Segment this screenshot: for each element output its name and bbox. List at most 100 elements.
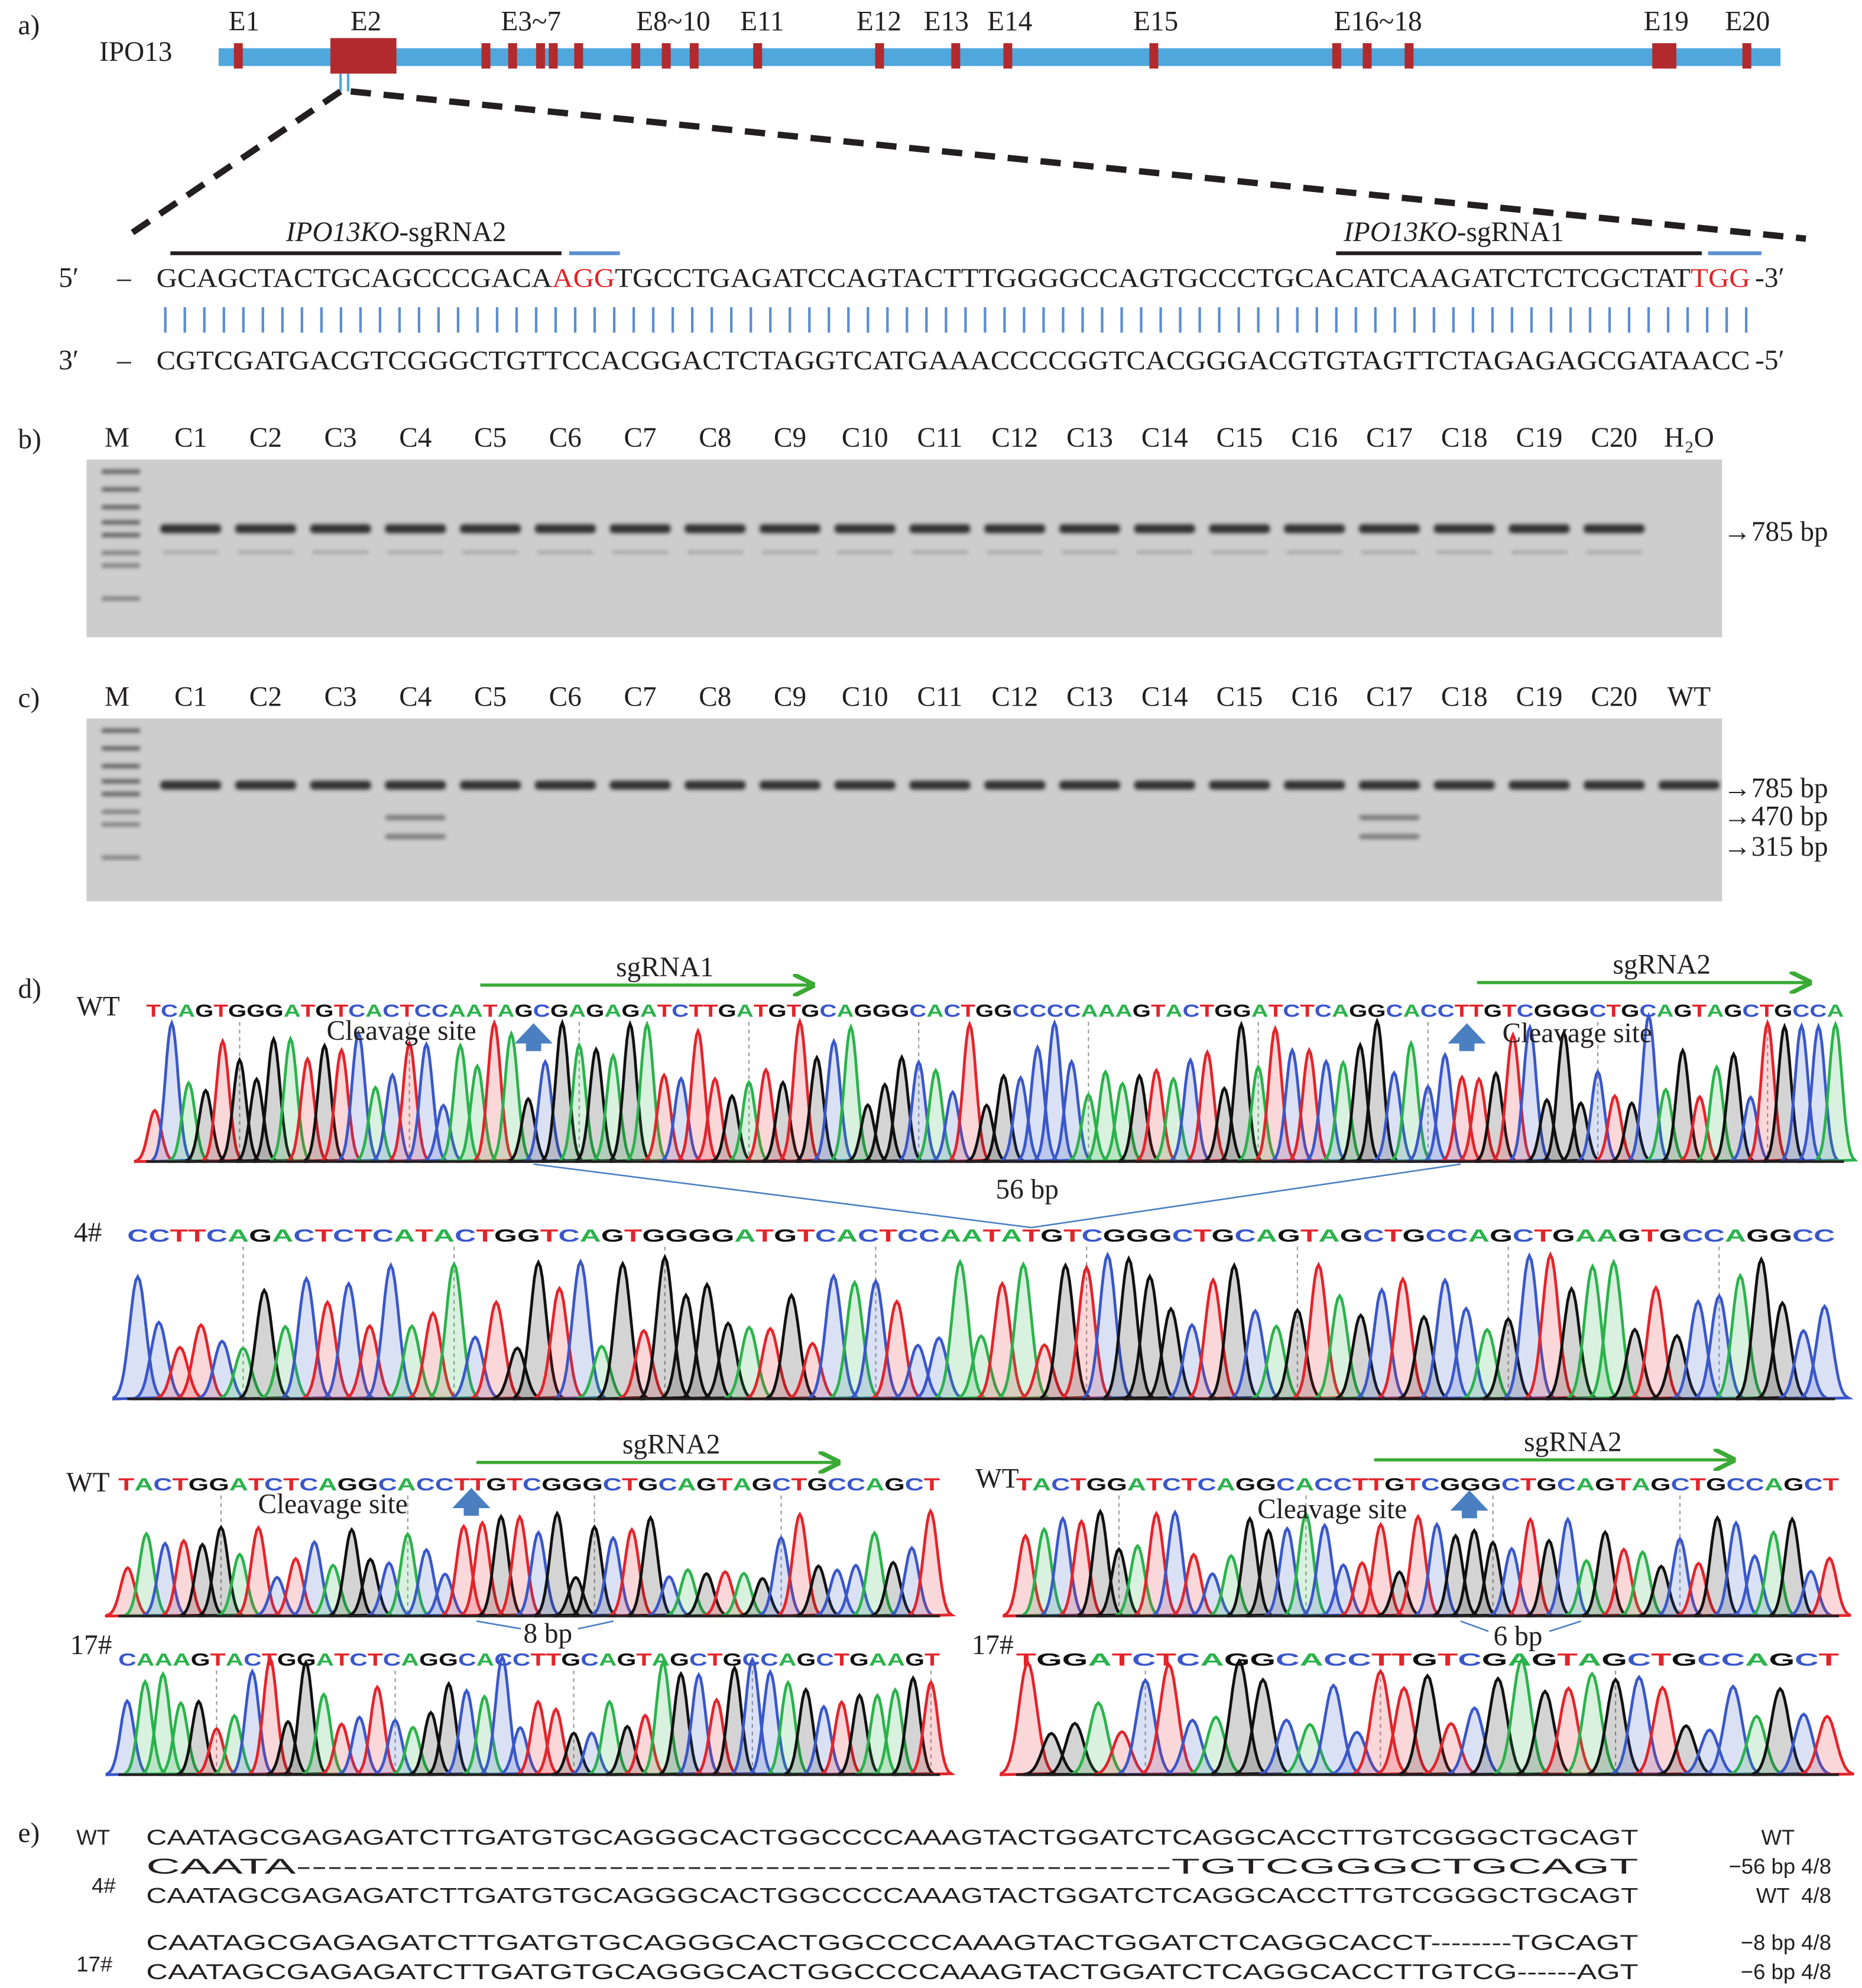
exon-block (1404, 43, 1414, 69)
trace-peak (1293, 1262, 1347, 1401)
pair-tick (1101, 307, 1104, 333)
exon-block (689, 43, 699, 69)
trace-peak (1136, 1067, 1181, 1163)
trace-peak (388, 1040, 433, 1163)
trace-peak (1747, 1019, 1790, 1164)
marker-band (102, 764, 140, 768)
strand-5prime: 5′ (59, 262, 79, 293)
trace-peak (1339, 1561, 1384, 1617)
pair-tick (1705, 307, 1709, 333)
trace-peak (766, 1680, 813, 1776)
trace-peak (1339, 1041, 1383, 1163)
pair-tick (1140, 307, 1143, 333)
sgrna1-bar (1336, 251, 1702, 255)
pair-tick (750, 307, 752, 333)
trace-peak (403, 1547, 449, 1618)
band-785bp (909, 524, 971, 534)
trace-peak (473, 1019, 517, 1164)
faint-band (762, 551, 818, 554)
trace-peak (855, 1693, 903, 1776)
deletion-bracket (476, 1620, 614, 1630)
trace-peak (1814, 1020, 1858, 1164)
trace-peak (409, 1710, 452, 1776)
lane-label: C7 (624, 423, 657, 453)
trace-peak (445, 1688, 492, 1776)
trace-peak (427, 1681, 474, 1776)
trace-peak (1657, 1724, 1714, 1776)
lane-label: C13 (1066, 423, 1113, 453)
lane-label: C16 (1291, 681, 1338, 712)
trace-peak (1271, 1047, 1316, 1163)
band-size-label: →315 bp (1723, 831, 1828, 862)
exon-label: E19 (1644, 7, 1689, 37)
trace-peak (202, 1037, 246, 1164)
trace-peak (1611, 1674, 1672, 1776)
lane-label: C8 (699, 423, 731, 453)
pair-tick (242, 307, 245, 333)
lane-label: C12 (991, 423, 1038, 453)
sgrna2-title: sgRNA2 (622, 1430, 720, 1460)
trace-peak (590, 1535, 635, 1618)
trace-peak (105, 1565, 150, 1617)
band-785bp (1284, 524, 1345, 534)
deletion-6bp: 6 bp (1494, 1621, 1543, 1652)
trace-peak (524, 1058, 569, 1163)
trace-peak (702, 1321, 753, 1401)
pair-tick (1647, 307, 1650, 333)
deletion-56bp: 56 bp (996, 1174, 1059, 1205)
trace-peak (441, 1524, 491, 1618)
trace-peak (212, 1713, 256, 1776)
trace-peak (219, 1057, 264, 1163)
trace-peak (1377, 1276, 1431, 1401)
pair-tick (1530, 307, 1533, 333)
trace-peak (366, 1561, 411, 1617)
trace-peak (303, 1042, 348, 1163)
lane-label: C16 (1291, 423, 1338, 453)
trace-peak (881, 1054, 925, 1163)
pair-tick (1237, 307, 1240, 333)
trace-peak (796, 1054, 841, 1163)
sgrna2-bar (170, 251, 562, 255)
trace-peak (141, 1671, 188, 1776)
trace-peak (1040, 1262, 1094, 1401)
trace-peak (784, 1687, 831, 1776)
faint-band (1361, 551, 1417, 554)
trace-peak (677, 1672, 724, 1776)
trace-peak (1188, 1276, 1242, 1401)
band-785bp (760, 781, 821, 790)
trace-peak (1470, 1676, 1530, 1776)
trace-peak (1563, 1671, 1620, 1776)
trace-peak (999, 1660, 1060, 1776)
trace-peak (588, 1699, 635, 1776)
trace-peak (1492, 1031, 1536, 1164)
band-785bp (1584, 524, 1645, 534)
trace-peak (1328, 1730, 1384, 1776)
trace-peak (626, 1020, 670, 1164)
alignment-row: CAATA-----------------------------------… (146, 1854, 1638, 1879)
pair-tick (554, 307, 557, 333)
trace-peak (1000, 1075, 1045, 1163)
trace-peak (1208, 1554, 1253, 1617)
cleavage-site-label: Cleavage site (1503, 1018, 1652, 1049)
cleavage-site-label: Cleavage site (258, 1489, 407, 1520)
trace-peak (218, 1346, 268, 1401)
faint-band (387, 551, 444, 554)
pair-tick (1179, 307, 1182, 333)
pair-tick (1198, 307, 1201, 333)
trace-peak (1059, 1518, 1108, 1618)
pair-tick (495, 307, 499, 333)
trace-peak (1117, 1678, 1178, 1776)
lane-label-marker: M (105, 423, 129, 453)
trace-peak (1050, 1058, 1095, 1163)
trace-peak (1023, 1732, 1079, 1776)
trace-peak (1211, 1658, 1271, 1776)
trace-peak (1164, 1718, 1220, 1776)
lane-label: C15 (1217, 681, 1263, 712)
pair-tick (359, 307, 362, 333)
band-785bp (760, 524, 821, 534)
band-785bp (385, 524, 446, 534)
marker-band (102, 551, 140, 555)
band-785bp (460, 781, 521, 790)
